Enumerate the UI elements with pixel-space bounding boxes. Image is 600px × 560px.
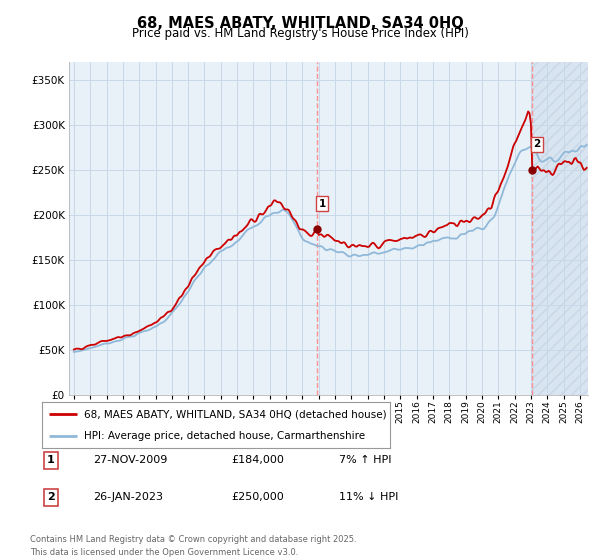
Text: Price paid vs. HM Land Registry's House Price Index (HPI): Price paid vs. HM Land Registry's House … <box>131 27 469 40</box>
Text: 1: 1 <box>47 455 55 465</box>
Text: 11% ↓ HPI: 11% ↓ HPI <box>339 492 398 502</box>
Text: 7% ↑ HPI: 7% ↑ HPI <box>339 455 391 465</box>
Text: Contains HM Land Registry data © Crown copyright and database right 2025.
This d: Contains HM Land Registry data © Crown c… <box>30 535 356 557</box>
Text: £184,000: £184,000 <box>231 455 284 465</box>
Text: 68, MAES ABATY, WHITLAND, SA34 0HQ (detached house): 68, MAES ABATY, WHITLAND, SA34 0HQ (deta… <box>84 409 386 419</box>
Text: 2: 2 <box>47 492 55 502</box>
Bar <box>532 62 588 395</box>
Text: 27-NOV-2009: 27-NOV-2009 <box>93 455 167 465</box>
Text: 2: 2 <box>533 139 541 150</box>
Text: 68, MAES ABATY, WHITLAND, SA34 0HQ: 68, MAES ABATY, WHITLAND, SA34 0HQ <box>137 16 463 31</box>
Bar <box>532 62 588 395</box>
Text: £250,000: £250,000 <box>231 492 284 502</box>
Text: 26-JAN-2023: 26-JAN-2023 <box>93 492 163 502</box>
Text: 1: 1 <box>319 199 326 209</box>
Text: HPI: Average price, detached house, Carmarthenshire: HPI: Average price, detached house, Carm… <box>84 431 365 441</box>
